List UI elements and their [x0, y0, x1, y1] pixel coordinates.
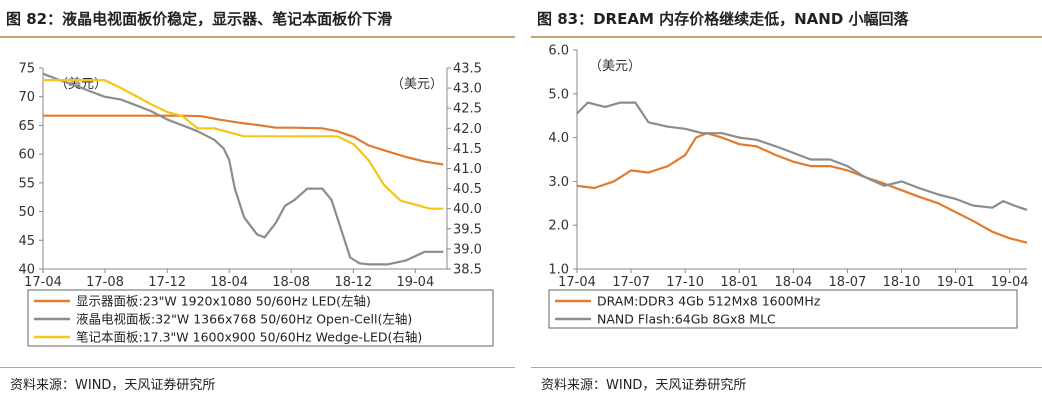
left-source-rule — [0, 367, 515, 368]
left-legend-label-3: 笔记本面板:17.3"W 1600x900 50/60Hz Wedge-LED(… — [76, 330, 422, 345]
right-figure-title: 图 83：DREAM 内存价格继续走低，NAND 小幅回落 — [537, 10, 909, 28]
left-y-tick-label-left: 45 — [18, 234, 35, 249]
left-y-tick-label-left: 70 — [18, 90, 35, 105]
right-x-tick-label: 19-01 — [937, 275, 975, 290]
left-y-tick-label-right: 39.5 — [453, 222, 482, 237]
right-y-tick-label-left: 2.0 — [548, 219, 569, 234]
right-legend-label-1: DRAM:DDR3 4Gb 512Mx8 1600MHz — [597, 294, 821, 309]
right-source-rule — [531, 367, 1042, 368]
left-y-tick-label-right: 41.5 — [453, 142, 482, 157]
left-y-tick-label-left: 60 — [18, 148, 35, 163]
right-legend-label-2: NAND Flash:64Gb 8Gx8 MLC — [597, 312, 776, 327]
left-y-tick-label-right: 40.0 — [453, 202, 482, 217]
right-x-tick-label: 18-01 — [720, 275, 758, 290]
left-y-tick-label-left: 55 — [18, 176, 35, 191]
right-x-tick-label: 18-10 — [883, 275, 921, 290]
right-y-tick-label-left: 5.0 — [548, 87, 569, 102]
left-x-tick-label: 17-04 — [24, 275, 62, 290]
right-x-tick-label: 17-04 — [558, 275, 596, 290]
right-series-line-2 — [576, 101, 1028, 211]
left-x-tick-label: 18-12 — [334, 275, 372, 290]
left-legend-label-1: 显示器面板:23"W 1920x1080 50/60Hz LED(左轴) — [76, 294, 371, 309]
right-title-rule — [531, 36, 1042, 38]
left-series-line-3 — [43, 78, 444, 210]
left-y-tick-label-right: 41.0 — [453, 162, 482, 177]
right-x-tick-label: 17-10 — [666, 275, 704, 290]
right-x-tick-label: 18-04 — [774, 275, 812, 290]
left-title-rule — [0, 36, 515, 38]
left-series-line-2 — [42, 72, 444, 266]
right-y-tick-label-left: 3.0 — [548, 175, 569, 190]
left-y-tick-label-right: 43.0 — [453, 82, 482, 97]
right-legend-box — [548, 289, 1018, 329]
right-unit-left: （美元） — [589, 59, 641, 74]
left-chart: 40 45 50 55 60 65 70 75 38.5 39.0 39.5 40.0 40.5 41.0… — [18, 62, 494, 347]
left-x-tick-label: 18-04 — [210, 275, 248, 290]
right-y-tick-label-left: 4.0 — [548, 131, 569, 146]
left-y-tick-label-right: 39.0 — [453, 242, 482, 257]
right-y-tick-label-left: 1.0 — [548, 263, 569, 278]
right-chart: 1.0 2.0 3.0 4.0 5.0 6.0 17-04 17-07 17-10 18-01 18… — [548, 44, 1029, 329]
left-figure-title: 图 82：液晶电视面板价稳定，显示器、笔记本面板价下滑 — [6, 10, 393, 28]
left-y-tick-label-left: 75 — [18, 62, 35, 77]
left-y-tick-label-right: 38.5 — [453, 263, 482, 278]
left-legend-box — [27, 289, 494, 347]
right-figure-panel: 图 83：DREAM 内存价格继续走低，NAND 小幅回落 1.0 2.0 3.0 4… — [531, 0, 1042, 402]
left-y-tick-label-right: 43.5 — [453, 62, 482, 77]
right-series-line-1 — [576, 132, 1028, 244]
left-source-note: 资料来源：WIND，天风证券研究所 — [10, 378, 216, 393]
left-unit-right: （美元） — [391, 77, 443, 92]
left-x-tick-label: 17-12 — [148, 275, 186, 290]
right-x-tick-label: 19-04 — [991, 275, 1029, 290]
right-source-note: 资料来源：WIND，天风证券研究所 — [541, 378, 747, 393]
left-y-tick-label-right: 42.5 — [453, 102, 482, 117]
left-x-tick-label: 18-08 — [272, 275, 310, 290]
left-y-tick-label-right: 42.0 — [453, 122, 482, 137]
right-x-tick-label: 18-07 — [829, 275, 867, 290]
left-legend-label-2: 液晶电视面板:32"W 1366x768 50/60Hz Open-Cell(左… — [76, 312, 412, 327]
left-y-tick-label-right: 40.5 — [453, 182, 482, 197]
left-y-tick-label-left: 40 — [18, 263, 35, 278]
right-x-tick-label: 17-07 — [612, 275, 650, 290]
left-y-tick-label-left: 65 — [18, 119, 35, 134]
left-y-tick-label-left: 50 — [18, 205, 35, 220]
left-figure-panel: 图 82：液晶电视面板价稳定，显示器、笔记本面板价下滑 40 45 50 55 60 65… — [0, 0, 515, 402]
left-x-tick-label: 19-04 — [396, 275, 434, 290]
left-series-line-1 — [43, 114, 444, 166]
left-x-tick-label: 17-08 — [86, 275, 124, 290]
right-y-tick-label-left: 6.0 — [548, 44, 569, 59]
